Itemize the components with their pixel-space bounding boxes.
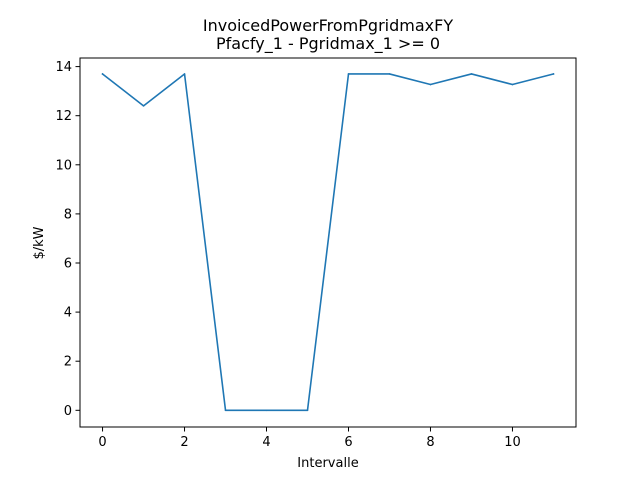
series-layer [101,72,555,412]
y-axis-label: $/kW [32,226,47,259]
x-tick-label: 4 [262,435,270,450]
y-tick-label: 8 [64,207,72,222]
data-point [265,409,268,412]
axis-ticks: 0 2 4 6 8 10 0 2 4 6 8 10 12 14 [55,60,520,450]
y-tick-label: 2 [64,355,72,370]
data-point [142,105,145,107]
x-tick-label: 0 [98,435,106,450]
x-tick-label: 2 [180,435,188,450]
data-point [552,73,555,75]
data-point [101,73,104,75]
data-point [429,83,432,86]
data-point [183,73,186,75]
data-point [347,73,350,75]
data-point [224,409,227,412]
y-tick-label: 14 [55,60,72,75]
x-axis-label: Intervalle [297,456,358,471]
data-point [511,83,514,86]
y-tick-label: 12 [55,109,72,124]
x-tick-label: 6 [344,435,352,450]
chart-title: InvoicedPowerFromPgridmaxFY [203,16,453,35]
data-point [470,73,473,75]
series-line-0 [101,72,555,412]
y-tick-label: 10 [55,158,72,173]
data-point [306,409,309,412]
x-tick-label: 8 [426,435,434,450]
plot-frame [79,57,577,428]
data-point [388,73,391,75]
y-tick-label: 6 [64,257,72,272]
y-tick-label: 0 [64,404,72,419]
y-tick-label: 4 [64,306,72,321]
chart-subtitle: Pfacfy_1 - Pgridmax_1 >= 0 [216,34,440,54]
x-tick-label: 10 [504,435,521,450]
